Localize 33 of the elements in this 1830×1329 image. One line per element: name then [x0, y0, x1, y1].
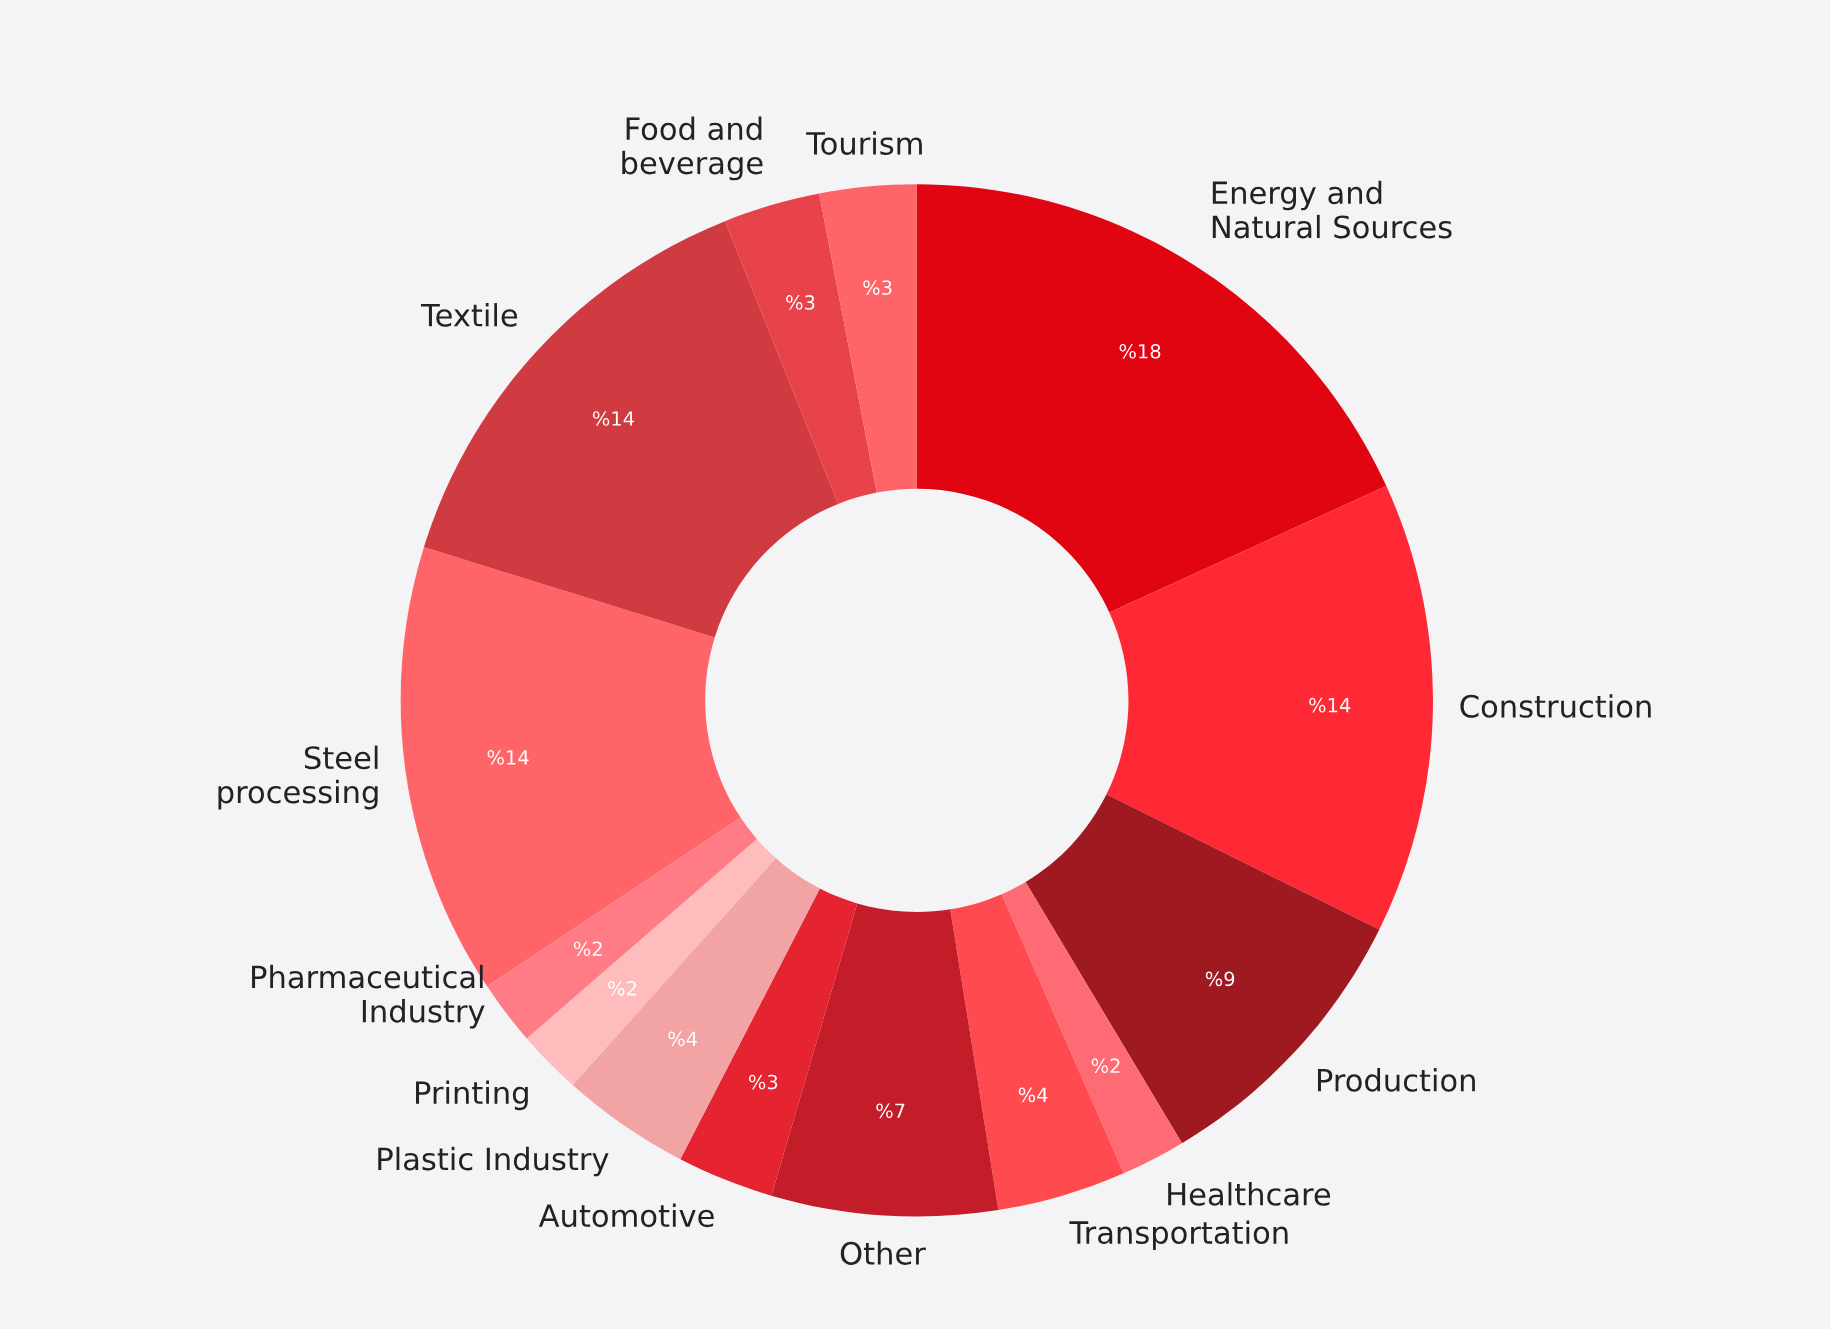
donut-slice	[950, 894, 1124, 1211]
data-label: %4	[668, 1031, 697, 1047]
slice-label: Energy and Natural Sources	[1212, 180, 1452, 239]
slice-label: Food and beverage	[622, 116, 763, 181]
data-label: %14	[1309, 697, 1351, 713]
slice-label: Plastic Industry	[378, 1146, 609, 1177]
data-label: %14	[487, 750, 529, 765]
data-label: %18	[1119, 343, 1161, 359]
slice-label: Printing	[416, 1080, 528, 1111]
data-label: %3	[863, 280, 892, 295]
slice-label: Other	[840, 1241, 926, 1265]
donut-slice	[1106, 485, 1433, 930]
data-label: %14	[592, 411, 635, 426]
data-label: %2	[608, 980, 637, 996]
slice-label: Textile	[421, 303, 518, 327]
donut-slice	[819, 184, 917, 493]
slice-label: Pharmaceutical Industry	[252, 964, 485, 1029]
data-label: %7	[876, 1103, 905, 1119]
data-label: %2	[573, 941, 602, 957]
data-label: %2	[1091, 1058, 1120, 1074]
data-label: %9	[1205, 971, 1235, 987]
data-label: %4	[1018, 1087, 1048, 1103]
slice-label: Transportation	[1069, 1220, 1288, 1250]
slice-label: Healthcare	[1168, 1182, 1331, 1206]
slice-label: Automotive	[538, 1203, 714, 1228]
slice-label: Tourism	[806, 131, 922, 155]
slice-label: Production	[1317, 1068, 1475, 1092]
slice-label: Steel processing	[218, 745, 378, 810]
donut-slice	[423, 221, 839, 638]
slice-label: Construction	[1460, 694, 1651, 718]
data-label: %3	[749, 1074, 778, 1090]
data-label: %3	[786, 295, 815, 310]
donut-slice	[1001, 881, 1182, 1174]
